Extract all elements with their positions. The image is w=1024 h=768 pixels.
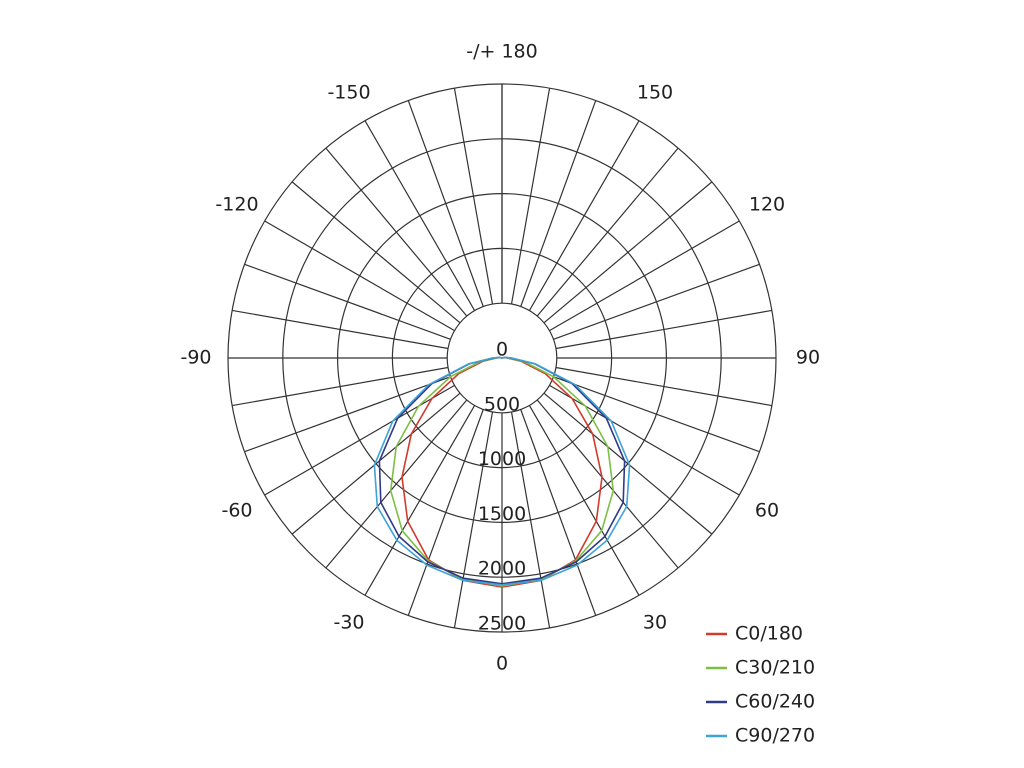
angle-label: 120 [749, 194, 785, 216]
series-line [389, 356, 615, 587]
series-line [373, 356, 631, 586]
angle-label: 90 [796, 347, 820, 369]
r-tick-label: 0 [496, 339, 508, 361]
grid-circle [337, 193, 667, 523]
legend-label: C30/210 [735, 657, 815, 679]
r-tick-label: 2000 [478, 558, 526, 580]
legend-label: C90/270 [735, 725, 815, 747]
angle-label: 30 [643, 612, 667, 634]
angle-label: 0 [496, 653, 508, 675]
series-line [401, 356, 603, 588]
r-tick-label: 1000 [478, 448, 526, 470]
grid-circle [391, 247, 613, 469]
angle-label: -120 [215, 194, 258, 216]
r-tick-label: 2500 [478, 613, 526, 635]
r-tick-label: 500 [484, 393, 520, 415]
angle-label: -90 [180, 347, 211, 369]
legend-label: C60/240 [735, 691, 815, 713]
angle-label: -30 [333, 612, 364, 634]
angle-label: 60 [755, 500, 779, 522]
angle-label: -/+ 180 [466, 41, 537, 63]
grid-circle [446, 302, 558, 414]
legend-label: C0/180 [735, 623, 803, 645]
angle-label: 150 [637, 81, 673, 103]
angle-label: -60 [221, 500, 252, 522]
angle-label: -150 [327, 81, 370, 103]
r-tick-label: 1500 [478, 503, 526, 525]
grid-circle [282, 138, 722, 578]
grid-circle [227, 83, 777, 633]
